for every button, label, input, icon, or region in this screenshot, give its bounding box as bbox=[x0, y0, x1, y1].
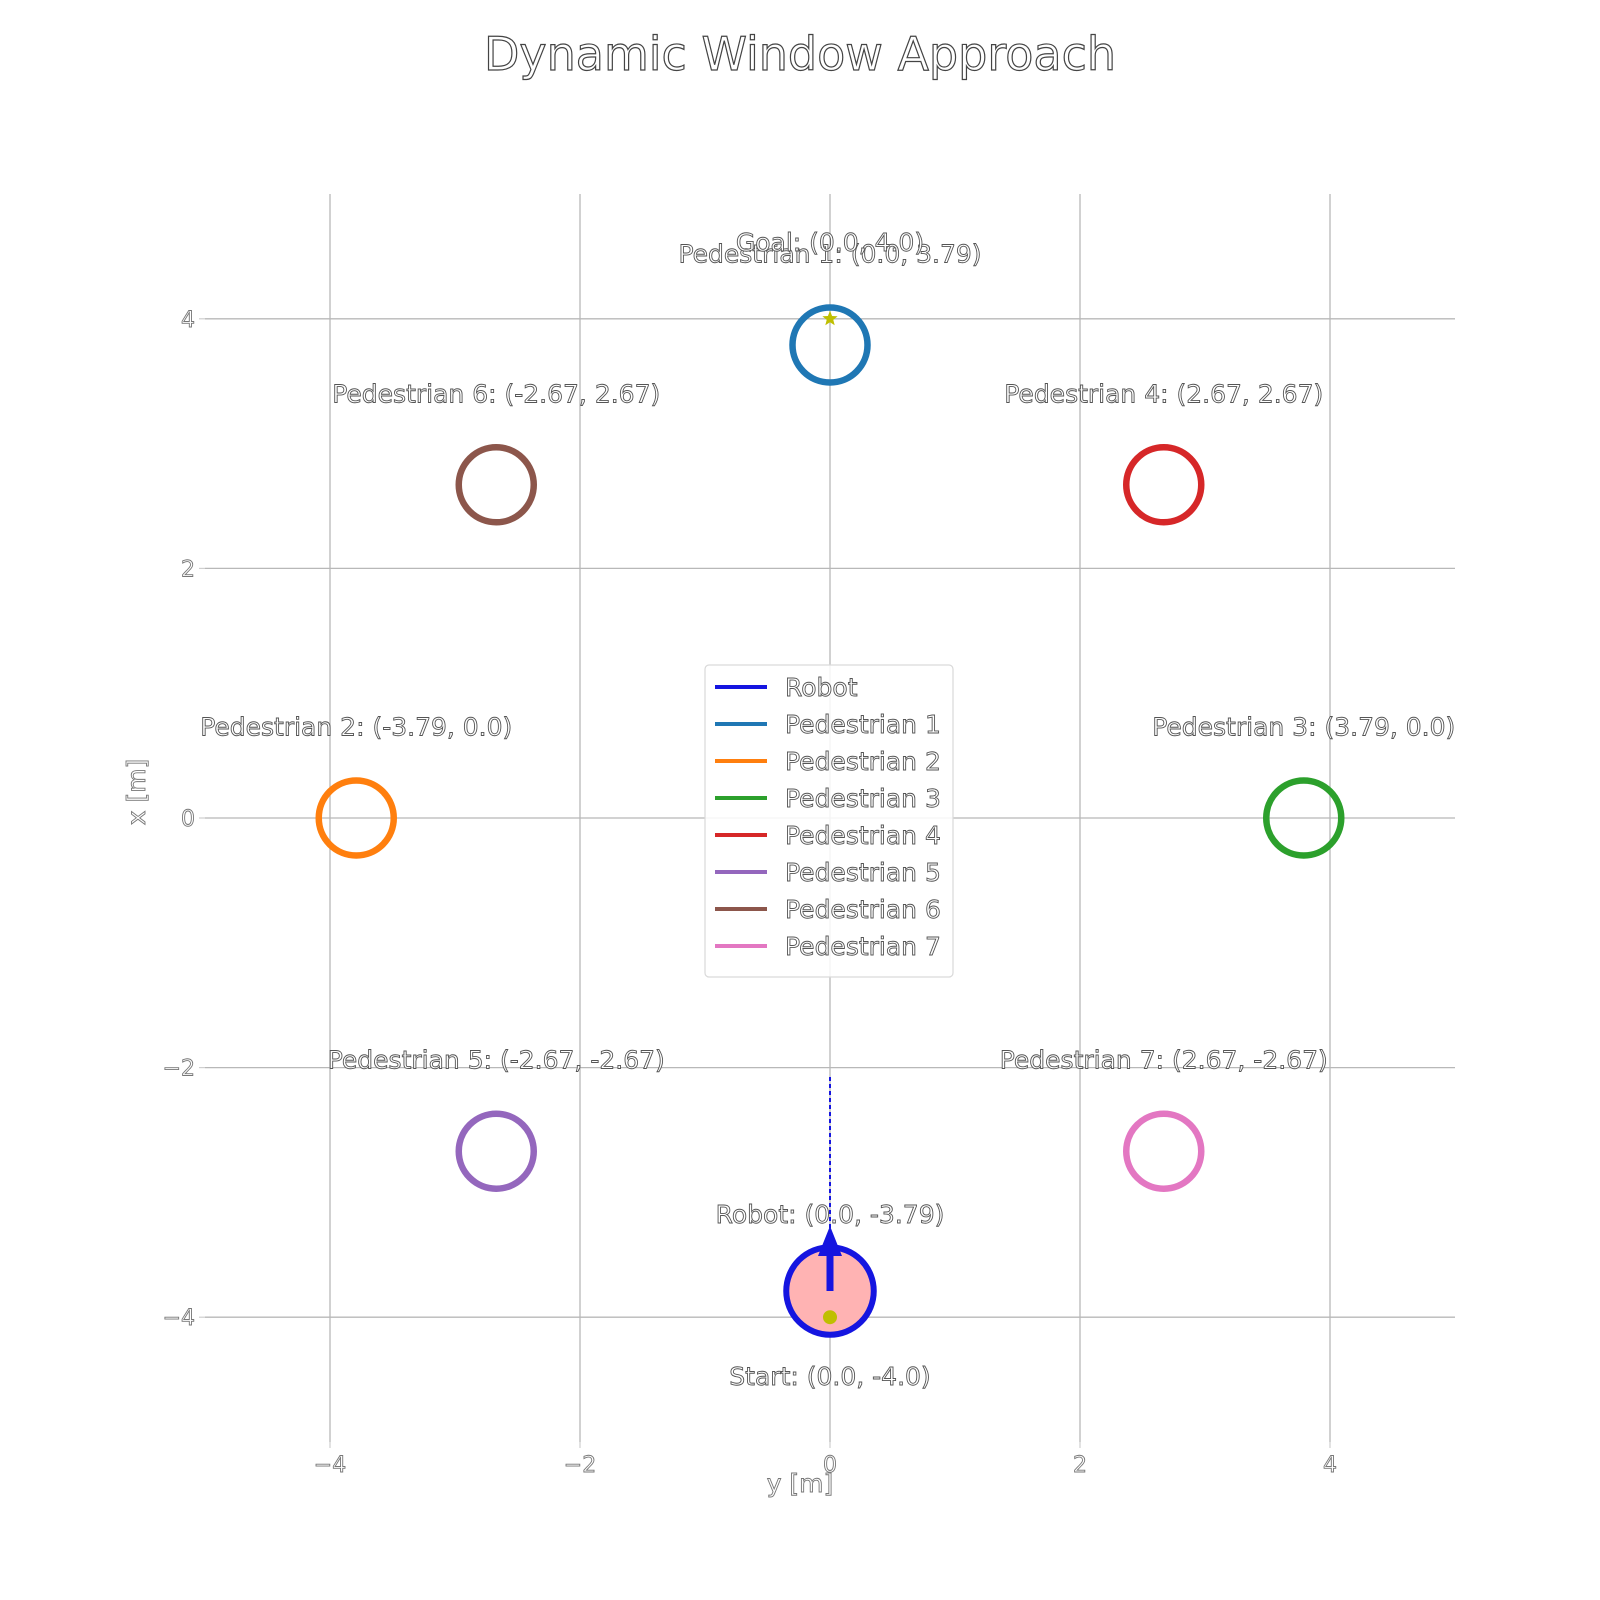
legend-item-label: Pedestrian 1 bbox=[785, 710, 941, 739]
legend-item-label: Robot bbox=[785, 673, 858, 702]
pedestrian-4-circle bbox=[1123, 444, 1205, 526]
legend-item-label: Pedestrian 3 bbox=[785, 784, 941, 813]
x-tick-label: 2 bbox=[1073, 1453, 1087, 1478]
x-tick-label: −4 bbox=[314, 1453, 346, 1478]
y-tick-label: 2 bbox=[181, 557, 195, 582]
legend: Robot Pedestrian 1 Pedestrian 2 Pedestrian … bbox=[704, 664, 954, 978]
pedestrian-5-label: Pedestrian 5: (-2.67, -2.67) bbox=[328, 1046, 665, 1075]
pedestrian-5-circle bbox=[455, 1110, 537, 1192]
legend-box bbox=[704, 664, 954, 978]
pedestrian-7-label: Pedestrian 7: (2.67, -2.67) bbox=[1000, 1046, 1328, 1075]
legend-item-label: Pedestrian 6 bbox=[785, 895, 941, 924]
pedestrian-1-circle bbox=[789, 304, 871, 386]
y-tick-label: −4 bbox=[163, 1306, 195, 1331]
goal-label: Goal: (0.0, 4.0) bbox=[736, 228, 924, 257]
pedestrian-6-circle bbox=[455, 444, 537, 526]
pedestrian-6-label: Pedestrian 6: (-2.67, 2.67) bbox=[332, 379, 660, 408]
axis-ticks: −4 −2 0 2 4 −4 −2 0 2 4 bbox=[162, 307, 1337, 1478]
y-tick-label: 4 bbox=[181, 308, 195, 333]
pedestrian-2-circle bbox=[315, 777, 397, 859]
y-tick-label: −2 bbox=[163, 1057, 195, 1082]
plot-marks: Pedestrian 1: (0.0, 3.79) Pedestrian 2: (… bbox=[200, 227, 1456, 1391]
start-label: Start: (0.0, -4.0) bbox=[729, 1362, 930, 1391]
y-axis-label: x [m] bbox=[122, 759, 151, 826]
legend-item-label: Pedestrian 4 bbox=[785, 821, 941, 850]
x-tick-label: 0 bbox=[823, 1453, 837, 1478]
x-axis-label: y [m] bbox=[767, 1469, 834, 1498]
pedestrian-2-label: Pedestrian 2: (-3.79, 0.0) bbox=[200, 713, 512, 742]
pedestrian-3-label: Pedestrian 3: (3.79, 0.0) bbox=[1152, 713, 1455, 742]
pedestrian-7-circle bbox=[1123, 1110, 1205, 1192]
goal-star-marker bbox=[822, 310, 838, 326]
y-tick-label: 0 bbox=[181, 807, 195, 832]
legend-item-label: Pedestrian 5 bbox=[785, 858, 941, 887]
robot-label: Robot: (0.0, -3.79) bbox=[716, 1200, 945, 1229]
chart-title: Dynamic Window Approach bbox=[484, 27, 1116, 81]
legend-item-label: Pedestrian 2 bbox=[785, 747, 941, 776]
pedestrian-3-circle bbox=[1263, 777, 1345, 859]
pedestrian-4-label: Pedestrian 4: (2.67, 2.67) bbox=[1004, 379, 1323, 408]
x-tick-label: 4 bbox=[1323, 1453, 1337, 1478]
start-marker bbox=[823, 1310, 837, 1325]
pedestrian-1-label: Pedestrian 1: (0.0, 3.79) bbox=[678, 240, 981, 269]
x-tick-label: −2 bbox=[564, 1453, 596, 1478]
legend-item-label: Pedestrian 7 bbox=[785, 932, 941, 961]
